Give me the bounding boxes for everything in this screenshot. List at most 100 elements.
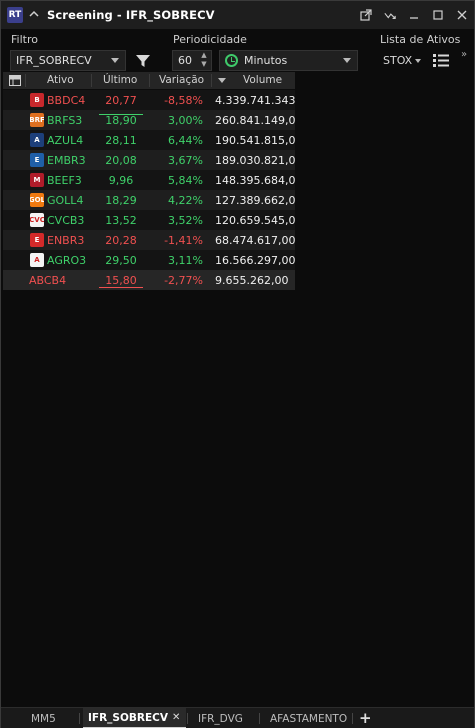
cell-ultimo: 18,29 (105, 194, 137, 207)
cell-ativo: AGRO3 (47, 254, 87, 267)
cell-volume: 16.566.297,00 (215, 254, 295, 267)
filtro-value: IFR_SOBRECV (16, 54, 92, 67)
table-header: Ativo Último Variação Volume (3, 72, 295, 89)
cell-ativo: EMBR3 (47, 154, 86, 167)
asset-logo-icon: B (30, 93, 44, 107)
cell-variacao: -2,77% (164, 274, 203, 287)
cell-ativo: BBDC4 (47, 94, 86, 107)
cell-ativo: GOLL4 (47, 194, 84, 207)
table-row[interactable]: GOL GOLL4 18,29 4,22% 127.389.662,00 (3, 190, 295, 210)
minimize-icon[interactable] (408, 9, 420, 21)
periodo-value: 60 (178, 54, 192, 67)
table-row[interactable]: A AGRO3 29,50 3,11% 16.566.297,00 (3, 250, 295, 270)
column-separator (149, 74, 150, 87)
column-separator (25, 74, 26, 87)
cell-variacao: 3,11% (168, 254, 203, 267)
sort-desc-icon[interactable] (218, 78, 226, 83)
cell-variacao: 3,52% (168, 214, 203, 227)
cell-variacao: -8,58% (164, 94, 203, 107)
table-row[interactable]: BRF BRFS3 18,90 3,00% 260.841.149,00 (3, 110, 295, 130)
column-header-variacao[interactable]: Variação (159, 74, 205, 86)
cell-ultimo: 20,77 (105, 94, 137, 107)
stepper-down-icon[interactable]: ▼ (201, 60, 207, 68)
cell-ativo: BRFS3 (47, 114, 83, 127)
tab-label: MM5 (31, 712, 56, 725)
column-header-ultimo[interactable]: Último (103, 74, 138, 86)
cell-ativo: BEEF3 (47, 174, 82, 187)
tab-afastamento[interactable]: AFASTAMENTO (270, 708, 347, 728)
column-separator (211, 74, 212, 87)
column-header-ativo[interactable]: Ativo (47, 74, 74, 86)
lista-ativos-select[interactable]: STOX (383, 54, 413, 67)
list-icon[interactable] (433, 53, 449, 68)
chevron-down-icon[interactable] (415, 59, 421, 63)
tab-separator (79, 713, 80, 724)
periodo-stepper[interactable]: ▲ ▼ (197, 51, 211, 71)
cell-variacao: 6,44% (168, 134, 203, 147)
cell-ativo: AZUL4 (47, 134, 84, 147)
filtro-select[interactable]: IFR_SOBRECV (10, 50, 126, 71)
cell-ativo: ENBR3 (47, 234, 85, 247)
column-config-icon[interactable] (9, 75, 21, 86)
filtro-label: Filtro (11, 33, 38, 46)
close-icon[interactable] (456, 9, 468, 21)
asset-logo-icon: E (30, 233, 44, 247)
chevron-down-icon (111, 58, 119, 63)
tab-label: IFR_SOBRECV (88, 711, 168, 724)
tab-separator (259, 713, 260, 724)
asset-logo-icon: A (30, 133, 44, 147)
periodo-unit-select[interactable]: Minutos (219, 50, 358, 71)
asset-logo-icon: A (30, 253, 44, 267)
cell-ultimo: 20,28 (105, 234, 137, 247)
table-row[interactable]: A AZUL4 28,11 6,44% 190.541.815,00 (3, 130, 295, 150)
tab-ifr-dvg[interactable]: IFR_DVG (198, 708, 243, 728)
add-tab-icon[interactable]: + (359, 709, 372, 727)
clock-icon (225, 54, 238, 67)
column-separator (91, 74, 92, 87)
tab-close-icon[interactable]: ✕ (172, 712, 181, 723)
cell-ultimo: 28,11 (105, 134, 137, 147)
cell-variacao: 4,22% (168, 194, 203, 207)
cell-ultimo: 29,50 (105, 254, 137, 267)
tab-mm5[interactable]: MM5 (31, 708, 56, 728)
table-row[interactable]: ABCB4 15,80 -2,77% 9.655.262,00 (3, 270, 295, 290)
cell-variacao: -1,41% (164, 234, 203, 247)
chart-trend-icon[interactable] (384, 9, 396, 21)
cell-volume: 4.339.741.343,0 (215, 94, 295, 107)
cell-ultimo: 9,96 (108, 174, 134, 187)
table-row[interactable]: CVC CVCB3 13,52 3,52% 120.659.545,00 (3, 210, 295, 230)
tab-ifr-sobrecv[interactable]: IFR_SOBRECV ✕ (83, 708, 187, 728)
tab-label: AFASTAMENTO (270, 712, 348, 725)
stepper-up-icon[interactable]: ▲ (201, 51, 207, 59)
cell-volume: 68.474.617,00 (215, 234, 295, 247)
asset-logo-icon: E (30, 153, 44, 167)
periodicidade-label: Periodicidade (173, 33, 247, 46)
table-row[interactable]: E EMBR3 20,08 3,67% 189.030.821,00 (3, 150, 295, 170)
lista-ativos-label: Lista de Ativos (380, 33, 461, 46)
overflow-chevron-icon[interactable]: » (461, 49, 468, 60)
table-row[interactable]: E ENBR3 20,28 -1,41% 68.474.617,00 (3, 230, 295, 250)
column-header-volume[interactable]: Volume (243, 74, 283, 86)
tab-separator (187, 713, 188, 724)
tab-bar: MM5 IFR_SOBRECV ✕ IFR_DVG AFASTAMENTO + (1, 707, 474, 728)
cell-ultimo: 20,08 (105, 154, 137, 167)
popout-icon[interactable] (360, 9, 372, 21)
asset-logo-icon: BRF (30, 113, 44, 127)
cell-variacao: 3,00% (168, 114, 203, 127)
asset-logo-icon: GOL (30, 193, 44, 207)
tab-separator (352, 713, 353, 724)
periodo-input[interactable]: 60 (172, 50, 212, 71)
filter-funnel-icon[interactable] (135, 53, 151, 69)
cell-variacao: 5,84% (168, 174, 203, 187)
asset-logo-icon: M (30, 173, 44, 187)
periodo-unit-value: Minutos (244, 54, 288, 67)
table-row[interactable]: M BEEF3 9,96 5,84% 148.395.684,00 (3, 170, 295, 190)
cell-volume: 9.655.262,00 (215, 274, 289, 287)
app-logo: RT (7, 7, 23, 23)
cell-ultimo: 15,80 (99, 274, 143, 288)
maximize-icon[interactable] (432, 9, 444, 21)
collapse-icon[interactable] (27, 10, 41, 21)
